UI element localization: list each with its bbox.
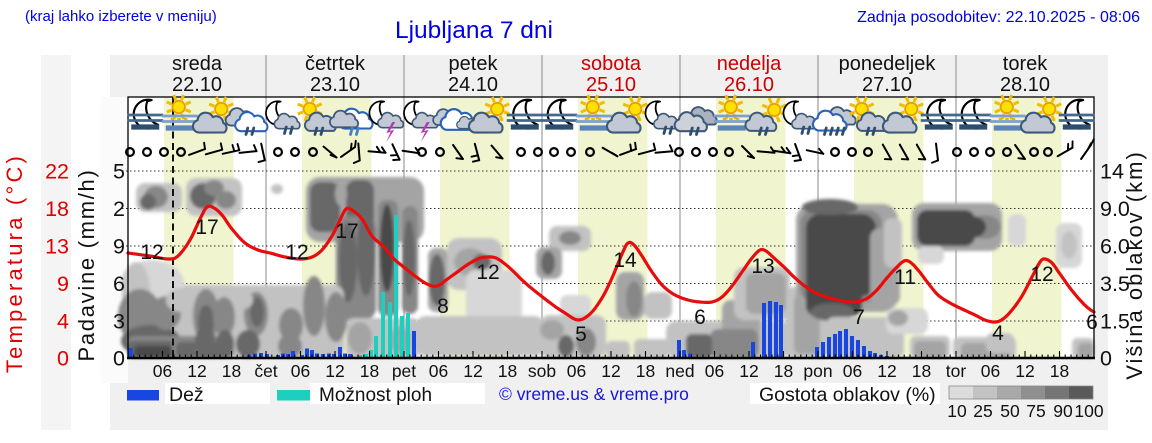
svg-text:7: 7 [853,306,865,329]
svg-text:nedelja: nedelja [717,53,782,75]
svg-text:12: 12 [1015,361,1034,381]
svg-text:14: 14 [613,249,637,272]
svg-text:06: 06 [705,361,724,381]
svg-text:Gostota oblakov (%): Gostota oblakov (%) [759,384,936,406]
svg-text:0: 0 [113,347,125,371]
svg-text:6.0: 6.0 [1100,235,1130,259]
svg-text:50: 50 [1000,401,1020,421]
svg-text:22: 22 [45,160,69,184]
svg-text:10: 10 [947,401,967,421]
svg-text:9: 9 [57,272,69,296]
svg-text:18: 18 [774,361,793,381]
svg-text:čet: čet [254,361,277,381]
svg-text:12: 12 [877,361,896,381]
svg-text:1.5: 1.5 [1100,310,1130,334]
svg-text:3: 3 [113,310,125,334]
svg-text:2: 2 [113,197,125,221]
svg-text:4: 4 [57,310,69,334]
svg-text:18: 18 [222,361,241,381]
svg-text:8: 8 [437,295,449,318]
svg-text:13: 13 [45,235,69,259]
svg-text:06: 06 [291,361,310,381]
svg-text:12: 12 [285,241,308,264]
svg-text:6: 6 [113,272,125,296]
svg-text:06: 06 [567,361,586,381]
svg-text:(kraj lahko izberete v meniju): (kraj lahko izberete v meniju) [25,8,217,25]
svg-text:9.0: 9.0 [1100,197,1130,221]
svg-text:28.10: 28.10 [1000,74,1050,96]
svg-text:pet: pet [392,361,416,381]
svg-text:12: 12 [739,361,758,381]
svg-text:06: 06 [981,361,1000,381]
svg-text:torek: torek [1003,53,1048,75]
svg-text:Temperatura (°C): Temperatura (°C) [2,153,27,373]
svg-text:25: 25 [973,401,992,421]
svg-text:Dež: Dež [169,384,204,406]
svg-text:06: 06 [153,361,172,381]
svg-text:6: 6 [1086,311,1098,334]
svg-text:Padavine (mm/h): Padavine (mm/h) [74,168,99,361]
svg-text:75: 75 [1026,401,1045,421]
svg-text:18: 18 [45,197,69,221]
svg-text:24.10: 24.10 [448,74,498,96]
svg-text:100: 100 [1074,401,1103,421]
svg-text:12: 12 [476,261,499,284]
svg-text:Višina oblakov (km): Višina oblakov (km) [1122,150,1147,380]
svg-text:sreda: sreda [172,53,223,75]
svg-text:3.5: 3.5 [1100,272,1130,296]
svg-text:0: 0 [1100,347,1112,371]
svg-text:18: 18 [498,361,517,381]
svg-text:90: 90 [1053,401,1073,421]
svg-text:Možnost ploh: Možnost ploh [319,385,432,406]
svg-text:25.10: 25.10 [586,74,636,96]
svg-text:0: 0 [57,347,69,371]
svg-text:pon: pon [803,361,832,381]
svg-text:Zadnja posodobitev: 22.10.2025: Zadnja posodobitev: 22.10.2025 - 08:06 [857,9,1140,26]
svg-text:6: 6 [694,306,706,329]
svg-text:11: 11 [894,266,916,289]
svg-text:23.10: 23.10 [310,74,360,96]
svg-text:12: 12 [325,361,344,381]
svg-text:12: 12 [1030,263,1053,286]
svg-text:18: 18 [1050,361,1069,381]
svg-text:12: 12 [601,361,620,381]
svg-text:26.10: 26.10 [724,74,774,96]
svg-text:17: 17 [335,220,358,243]
svg-text:tor: tor [946,361,967,381]
svg-text:06: 06 [429,361,448,381]
svg-text:5: 5 [113,160,125,184]
svg-text:četrtek: četrtek [305,53,366,75]
svg-text:22.10: 22.10 [172,74,222,96]
svg-text:5: 5 [575,323,587,346]
svg-text:18: 18 [636,361,655,381]
svg-text:14: 14 [1100,160,1124,184]
svg-text:petek: petek [449,53,499,75]
svg-text:12: 12 [187,361,206,381]
svg-text:ponedeljek: ponedeljek [839,53,937,75]
svg-text:27.10: 27.10 [862,74,912,96]
svg-text:17: 17 [195,216,218,239]
svg-text:Ljubljana 7 dni: Ljubljana 7 dni [395,17,553,44]
svg-text:© vreme.us & vreme.pro: © vreme.us & vreme.pro [499,384,689,404]
svg-text:9: 9 [113,235,125,259]
svg-text:sob: sob [528,361,556,381]
svg-text:ned: ned [665,361,694,381]
svg-text:sobota: sobota [581,53,642,75]
svg-text:06: 06 [843,361,862,381]
svg-text:12: 12 [463,361,482,381]
svg-text:18: 18 [360,361,379,381]
svg-text:13: 13 [751,255,774,278]
svg-text:18: 18 [912,361,931,381]
svg-text:4: 4 [992,322,1004,345]
svg-text:12: 12 [140,241,163,264]
